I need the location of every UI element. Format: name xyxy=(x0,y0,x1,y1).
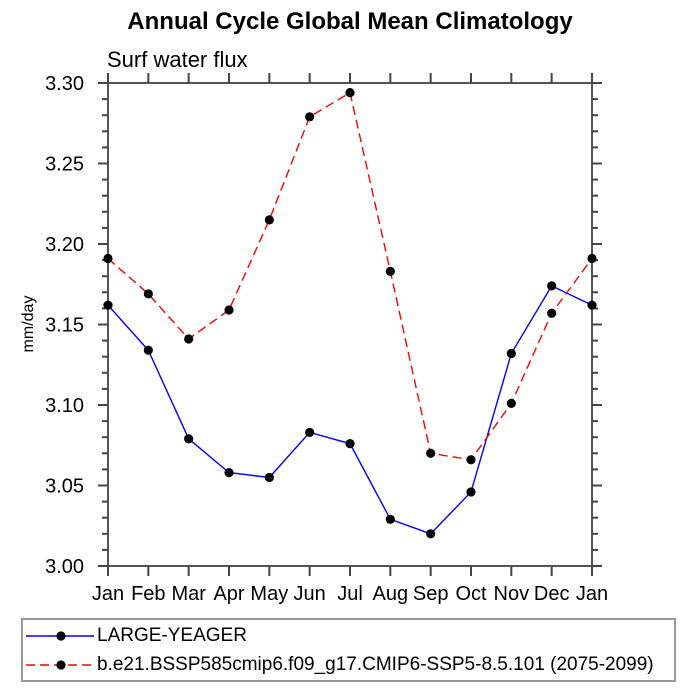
x-tick-label: Jan xyxy=(92,583,124,605)
x-tick-label: Nov xyxy=(494,583,530,605)
series-line-0 xyxy=(107,284,593,535)
legend-item-cmip6-ssp5: b.e21.BSSP585cmip6.f09_g17.CMIP6-SSP5-8.… xyxy=(25,650,674,679)
y-tick-label: 3.25 xyxy=(45,154,84,176)
data-point-marker-s1 xyxy=(547,308,557,318)
data-point-marker-s1 xyxy=(305,112,315,122)
data-point-marker-s1 xyxy=(426,448,436,458)
data-point-marker-s1 xyxy=(264,215,274,225)
data-point-marker-s0 xyxy=(587,300,597,310)
legend-label: LARGE-YEAGER xyxy=(97,624,247,646)
x-tick-label: Oct xyxy=(455,583,487,605)
y-tick-label: 3.20 xyxy=(45,234,84,256)
data-point-marker-s1 xyxy=(103,253,113,264)
x-tick-label: Jul xyxy=(337,583,363,605)
data-point-marker-s0 xyxy=(103,300,113,310)
data-point-marker-s1 xyxy=(385,266,395,276)
legend-label: b.e21.BSSP585cmip6.f09_g17.CMIP6-SSP5-8.… xyxy=(97,653,654,675)
data-point-marker-s0 xyxy=(224,468,234,478)
data-point-marker-s0 xyxy=(184,434,194,444)
y-tick-label: 3.10 xyxy=(45,395,84,417)
y-tick-label: 3.05 xyxy=(45,476,84,498)
legend-item-large-yeager: LARGE-YEAGER xyxy=(25,621,674,650)
data-point-marker-s1 xyxy=(184,334,194,344)
plot-area: 3.00 3.05 3.10 3.15 3.20 3.25 3.30 Jan Feb Mar Apr… xyxy=(45,73,608,605)
data-point-marker-s0 xyxy=(264,472,274,483)
data-point-marker-s0 xyxy=(143,345,153,355)
data-point-marker-s1 xyxy=(224,305,234,315)
series-line-1 xyxy=(107,91,593,461)
x-tick-label: Sep xyxy=(413,583,449,605)
data-point-marker-s1 xyxy=(587,253,597,264)
data-point-marker-s1 xyxy=(345,88,355,98)
chart-subtitle-left: Surf water flux xyxy=(107,47,248,72)
x-tick-label: Dec xyxy=(534,583,570,605)
data-point-marker-s1 xyxy=(143,289,153,299)
legend-line-sample-solid-icon xyxy=(26,630,94,641)
x-tick-label: Feb xyxy=(131,583,165,605)
data-point-marker-s0 xyxy=(466,487,476,497)
data-point-marker-s1 xyxy=(466,455,476,465)
x-tick-label: Apr xyxy=(213,583,244,605)
data-point-marker-s0 xyxy=(305,427,315,437)
x-tick-label: Jun xyxy=(294,583,326,605)
x-tick-label: Aug xyxy=(373,583,409,605)
chart-title: Annual Cycle Global Mean Climatology xyxy=(127,8,573,35)
legend-box: LARGE-YEAGER b.e21.BSSP585cmip6.f09_g17.… xyxy=(21,618,676,682)
x-tick-label: Jan xyxy=(576,583,608,605)
x-tick-label: Mar xyxy=(171,583,206,605)
data-point-marker-s0 xyxy=(506,348,516,359)
data-point-marker-s1 xyxy=(506,398,516,408)
data-point-marker-s0 xyxy=(345,439,355,449)
data-point-marker-s0 xyxy=(426,529,436,539)
x-tick-label: May xyxy=(250,583,288,605)
y-tick-label: 3.30 xyxy=(45,73,84,95)
data-point-marker-s0 xyxy=(385,514,395,524)
y-tick-label: 3.00 xyxy=(45,556,84,578)
legend-line-sample-dashed-icon xyxy=(26,659,94,670)
y-tick-label: 3.15 xyxy=(45,315,84,337)
data-point-marker-s0 xyxy=(547,281,557,291)
